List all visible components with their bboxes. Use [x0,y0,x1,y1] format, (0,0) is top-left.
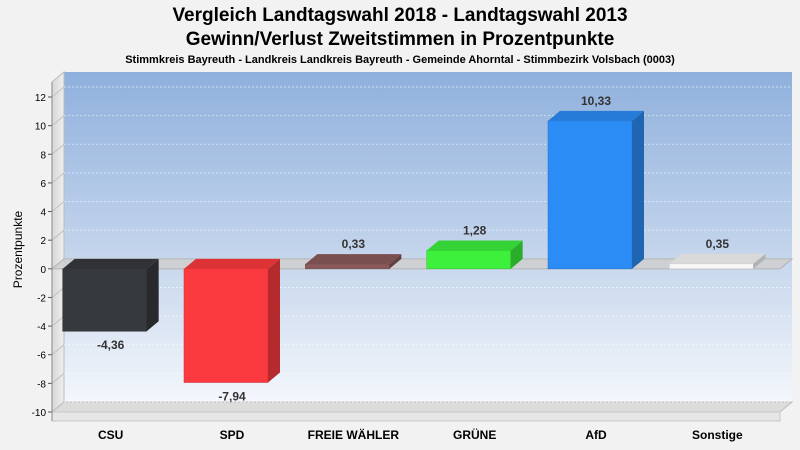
bar-afd [547,110,644,270]
y-tick-label: -8 [37,379,46,390]
bar-top [669,253,766,264]
bar-side [268,258,280,383]
value-label: 1,28 [463,223,487,237]
grid-line-wall [51,115,65,127]
chart-subtitle: Stimmkreis Bayreuth - Landkreis Landkrei… [125,54,675,66]
bar-side [632,110,644,269]
value-label: -4,36 [97,338,125,352]
bar-top [426,240,523,251]
x-tick-label: GRÜNE [453,427,496,442]
bar-freie-w-hler [305,254,402,270]
bar-front [669,263,754,270]
y-tick-label: 4 [40,208,46,219]
grid-line-wall [51,372,65,384]
y-tick-label: -4 [37,322,46,333]
grid-line-wall [51,86,65,98]
value-label: 10,33 [581,94,611,108]
grid-line-wall [51,229,65,241]
grid-line-wall [51,201,65,212]
bar-side [146,258,159,332]
grid-line-wall [51,315,65,327]
bar-sonstige [669,253,766,270]
plot-background [50,70,794,422]
x-tick-label: SPD [220,428,245,442]
grid-line-wall [51,401,65,413]
bars [62,110,766,383]
bar-gr-ne [426,240,523,270]
grid-line-wall [51,287,65,298]
value-label: 0,33 [342,237,366,251]
y-tick-label: -10 [32,408,47,419]
bar-side [389,254,402,269]
chart-title-line1: Vergleich Landtagswahl 2018 - Landtagswa… [172,5,628,26]
chart-title-line2: Gewinn/Verlust Zweitstimmen in Prozentpu… [185,29,615,50]
x-axis: CSU SPD FREIE WÄHLER GRÜNE AfD Sonstige [98,427,743,442]
bar-front [305,263,390,270]
plot-back-wall [64,72,792,402]
value-label: -7,94 [218,390,246,404]
bar-csu [62,258,159,332]
value-labels: -4,36 -7,94 0,33 1,28 10,33 0,35 [97,94,729,404]
x-tick-label: AfD [585,428,607,442]
bar-side [510,240,523,269]
bar-front [183,268,269,383]
y-tick-label: 10 [35,122,47,133]
bar-side [753,253,766,269]
y-tick-label: -6 [37,351,46,362]
x-tick-label: FREIE WÄHLER [308,427,400,442]
bar-top [62,258,159,269]
y-axis: 12 10 8 6 4 2 0 -2 -4 -6 -8 -10 Prozentpunkte [11,82,53,421]
bar-top [548,110,644,121]
grid-line-wall [51,344,65,356]
x-tick-label: Sonstige [692,428,743,442]
y-axis-title: Prozentpunkte [11,210,25,288]
bar-front [62,268,147,332]
y-tick-label: -2 [37,293,46,304]
grid-line-wall [51,172,65,184]
grid-line-wall [51,143,65,155]
y-tick-label: 2 [40,236,46,247]
bar-top [184,258,280,269]
y-tick-label: 0 [40,265,46,276]
bar-front [426,250,511,270]
value-label: 0,35 [706,237,730,251]
y-tick-label: 12 [35,93,47,104]
x-tick-label: CSU [98,428,123,442]
plot-floor [50,401,794,413]
y-tick-label: 6 [40,179,46,190]
plot-left-wall [51,70,65,414]
bar-spd [183,258,280,383]
bar-top [305,254,402,265]
y-tick-label: 8 [40,150,46,161]
bar-front [547,120,633,270]
plot-floor-edge [51,411,781,422]
